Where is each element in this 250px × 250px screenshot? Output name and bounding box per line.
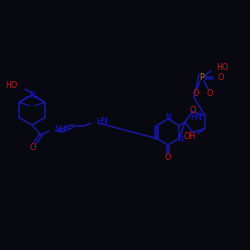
Text: NH: NH <box>54 126 66 134</box>
Text: HN: HN <box>96 116 108 126</box>
Text: N: N <box>177 135 183 144</box>
Text: HO: HO <box>6 80 18 90</box>
Text: P: P <box>200 74 204 82</box>
Text: OH: OH <box>184 132 196 141</box>
Text: N: N <box>165 112 171 122</box>
Text: HO: HO <box>216 64 228 72</box>
Text: O: O <box>217 74 224 82</box>
Text: O: O <box>30 142 36 152</box>
Text: O: O <box>193 88 199 98</box>
Text: O: O <box>190 106 196 114</box>
Text: O: O <box>207 88 213 98</box>
Text: HN: HN <box>190 113 202 122</box>
Text: O: O <box>165 152 171 162</box>
Text: N: N <box>29 90 35 100</box>
